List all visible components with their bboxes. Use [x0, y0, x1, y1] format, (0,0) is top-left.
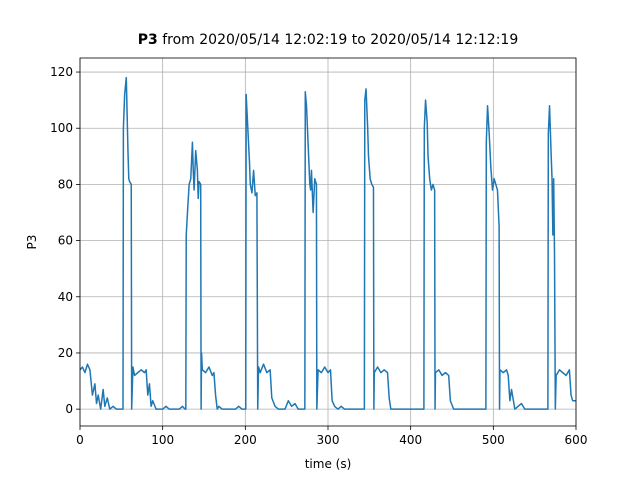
title-rest: from 2020/05/14 12:02:19 to 2020/05/14 1…	[162, 32, 518, 48]
x-tick-label: 100	[151, 433, 174, 447]
y-tick-label: 120	[50, 65, 73, 79]
x-tick-label: 300	[317, 433, 340, 447]
x-tick-label: 0	[76, 433, 84, 447]
y-tick-label: 60	[58, 234, 73, 248]
x-tick-label: 500	[482, 433, 505, 447]
data-line	[80, 76, 576, 410]
chart-title: P3 from 2020/05/14 12:02:19 to 2020/05/1…	[138, 32, 519, 48]
title-bold: P3	[138, 32, 158, 48]
y-tick-label: 0	[65, 402, 73, 416]
x-tick-label: 600	[565, 433, 588, 447]
y-tick-label: 40	[58, 290, 73, 304]
x-tick-label: 400	[399, 433, 422, 447]
y-tick-label: 100	[50, 121, 73, 135]
y-tick-label: 80	[58, 177, 73, 191]
y-axis-label: P3	[25, 235, 39, 250]
plot-frame	[79, 57, 577, 427]
x-tick-label: 200	[234, 433, 257, 447]
x-axis-label: time (s)	[305, 457, 352, 471]
y-tick-label: 20	[58, 346, 73, 360]
